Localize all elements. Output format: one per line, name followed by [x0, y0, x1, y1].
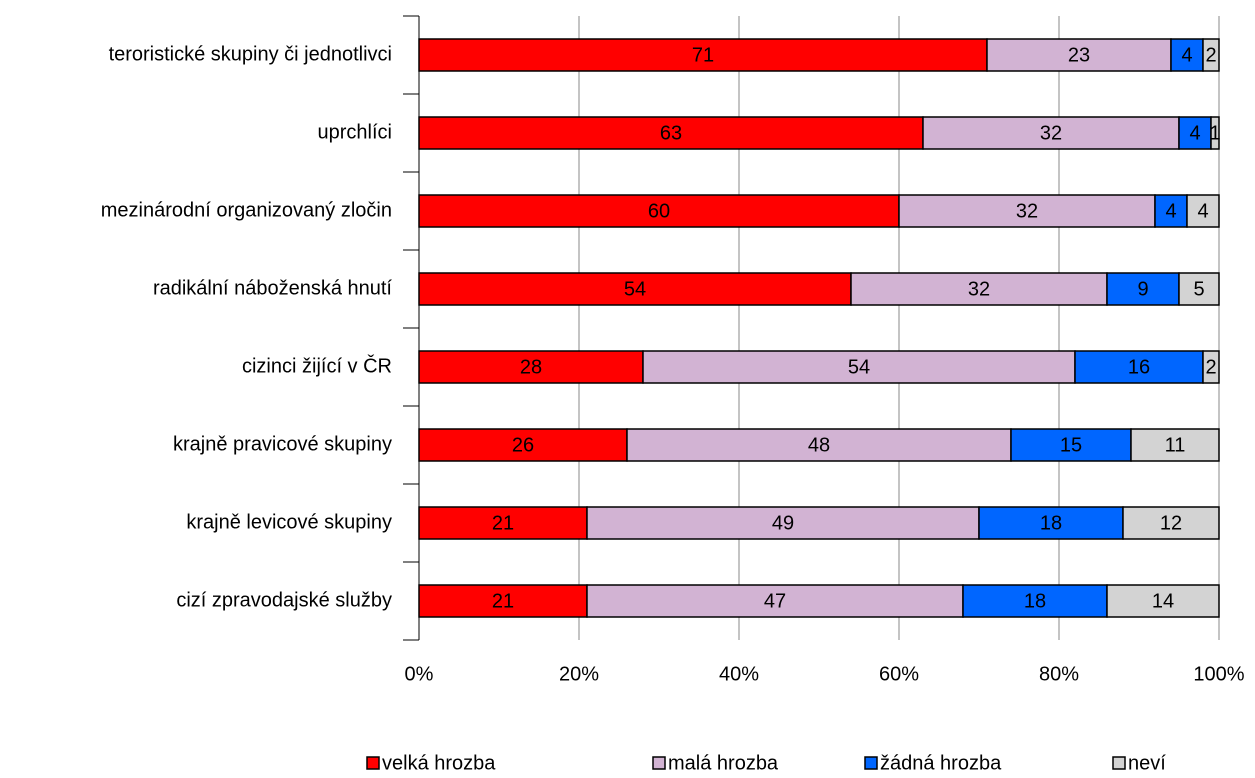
category-label: teroristické skupiny či jednotlivci [109, 43, 392, 65]
legend-label: neví [1128, 752, 1166, 774]
data-label: 5 [1193, 278, 1204, 300]
legend-swatch [1112, 756, 1126, 770]
legend-swatch [366, 756, 380, 770]
data-label: 15 [1060, 434, 1082, 456]
data-label: 32 [1016, 200, 1038, 222]
bar-segment [1186, 194, 1220, 228]
category-label: cizinci žijící v ČR [242, 354, 392, 377]
data-label: 47 [764, 590, 786, 612]
legend-label: malá hrozba [668, 752, 779, 774]
data-label: 14 [1152, 590, 1174, 612]
data-label: 9 [1137, 278, 1148, 300]
bar-segment [850, 272, 1108, 306]
bar-segment [1074, 350, 1204, 384]
data-label: 21 [492, 512, 514, 534]
bar-segment [978, 506, 1124, 540]
x-tick-label: 60% [879, 663, 919, 685]
category-label: krajně pravicové skupiny [173, 433, 392, 455]
data-label: 32 [1040, 122, 1062, 144]
category-label: uprchlíci [318, 121, 392, 143]
bar-segment [1210, 116, 1220, 150]
data-label: 4 [1197, 200, 1208, 222]
data-label: 2 [1205, 356, 1216, 378]
category-label: mezinárodní organizovaný zločin [101, 199, 392, 221]
bar-segment [586, 584, 964, 618]
data-label: 49 [772, 512, 794, 534]
legend-swatch [864, 756, 878, 770]
data-label: 12 [1160, 512, 1182, 534]
data-label: 21 [492, 590, 514, 612]
bar-segment [962, 584, 1108, 618]
data-label: 4 [1165, 200, 1176, 222]
x-tick-label: 40% [719, 663, 759, 685]
data-label: 26 [512, 434, 534, 456]
bar-segment [418, 272, 852, 306]
data-label: 18 [1024, 590, 1046, 612]
x-tick-label: 20% [559, 663, 599, 685]
data-label: 48 [808, 434, 830, 456]
data-label: 23 [1068, 44, 1090, 66]
bar-segment [418, 350, 644, 384]
data-label: 2 [1205, 44, 1216, 66]
bar-segment [1154, 194, 1188, 228]
category-label: radikální náboženská hnutí [153, 277, 392, 299]
x-tick-label: 0% [405, 663, 434, 685]
bar-segment [418, 428, 628, 462]
data-label: 32 [968, 278, 990, 300]
bar-segment [586, 506, 980, 540]
data-label: 1 [1209, 122, 1220, 144]
data-label: 28 [520, 356, 542, 378]
bar-segment [642, 350, 1076, 384]
bar-segment [1106, 584, 1220, 618]
data-label: 54 [624, 278, 646, 300]
data-label: 11 [1165, 434, 1186, 456]
data-label: 63 [660, 122, 682, 144]
data-label: 60 [648, 200, 670, 222]
legend-label: žádná hrozba [880, 752, 1002, 774]
bar-segment [1106, 272, 1180, 306]
legend-label: velká hrozba [382, 752, 496, 774]
bar-segment [1178, 272, 1220, 306]
bar-segment [418, 194, 900, 228]
bar-segment [1202, 350, 1220, 384]
data-label: 4 [1181, 44, 1192, 66]
bar-segment [1170, 38, 1204, 72]
bar-segment [1122, 506, 1220, 540]
bar-segment [1202, 38, 1220, 72]
legend-swatch [652, 756, 666, 770]
x-tick-label: 80% [1039, 663, 1079, 685]
data-label: 4 [1189, 122, 1200, 144]
bar-segment [418, 38, 988, 72]
data-label: 16 [1128, 356, 1150, 378]
bar-segment [418, 116, 924, 150]
data-label: 54 [848, 356, 870, 378]
category-label: cizí zpravodajské služby [176, 589, 392, 611]
category-label: krajně levicové skupiny [186, 511, 392, 533]
x-tick-label: 100% [1193, 663, 1244, 685]
data-label: 18 [1040, 512, 1062, 534]
bar-segment [1130, 428, 1220, 462]
data-label: 71 [692, 44, 714, 66]
bar-segment [418, 506, 588, 540]
bar-segment [626, 428, 1012, 462]
